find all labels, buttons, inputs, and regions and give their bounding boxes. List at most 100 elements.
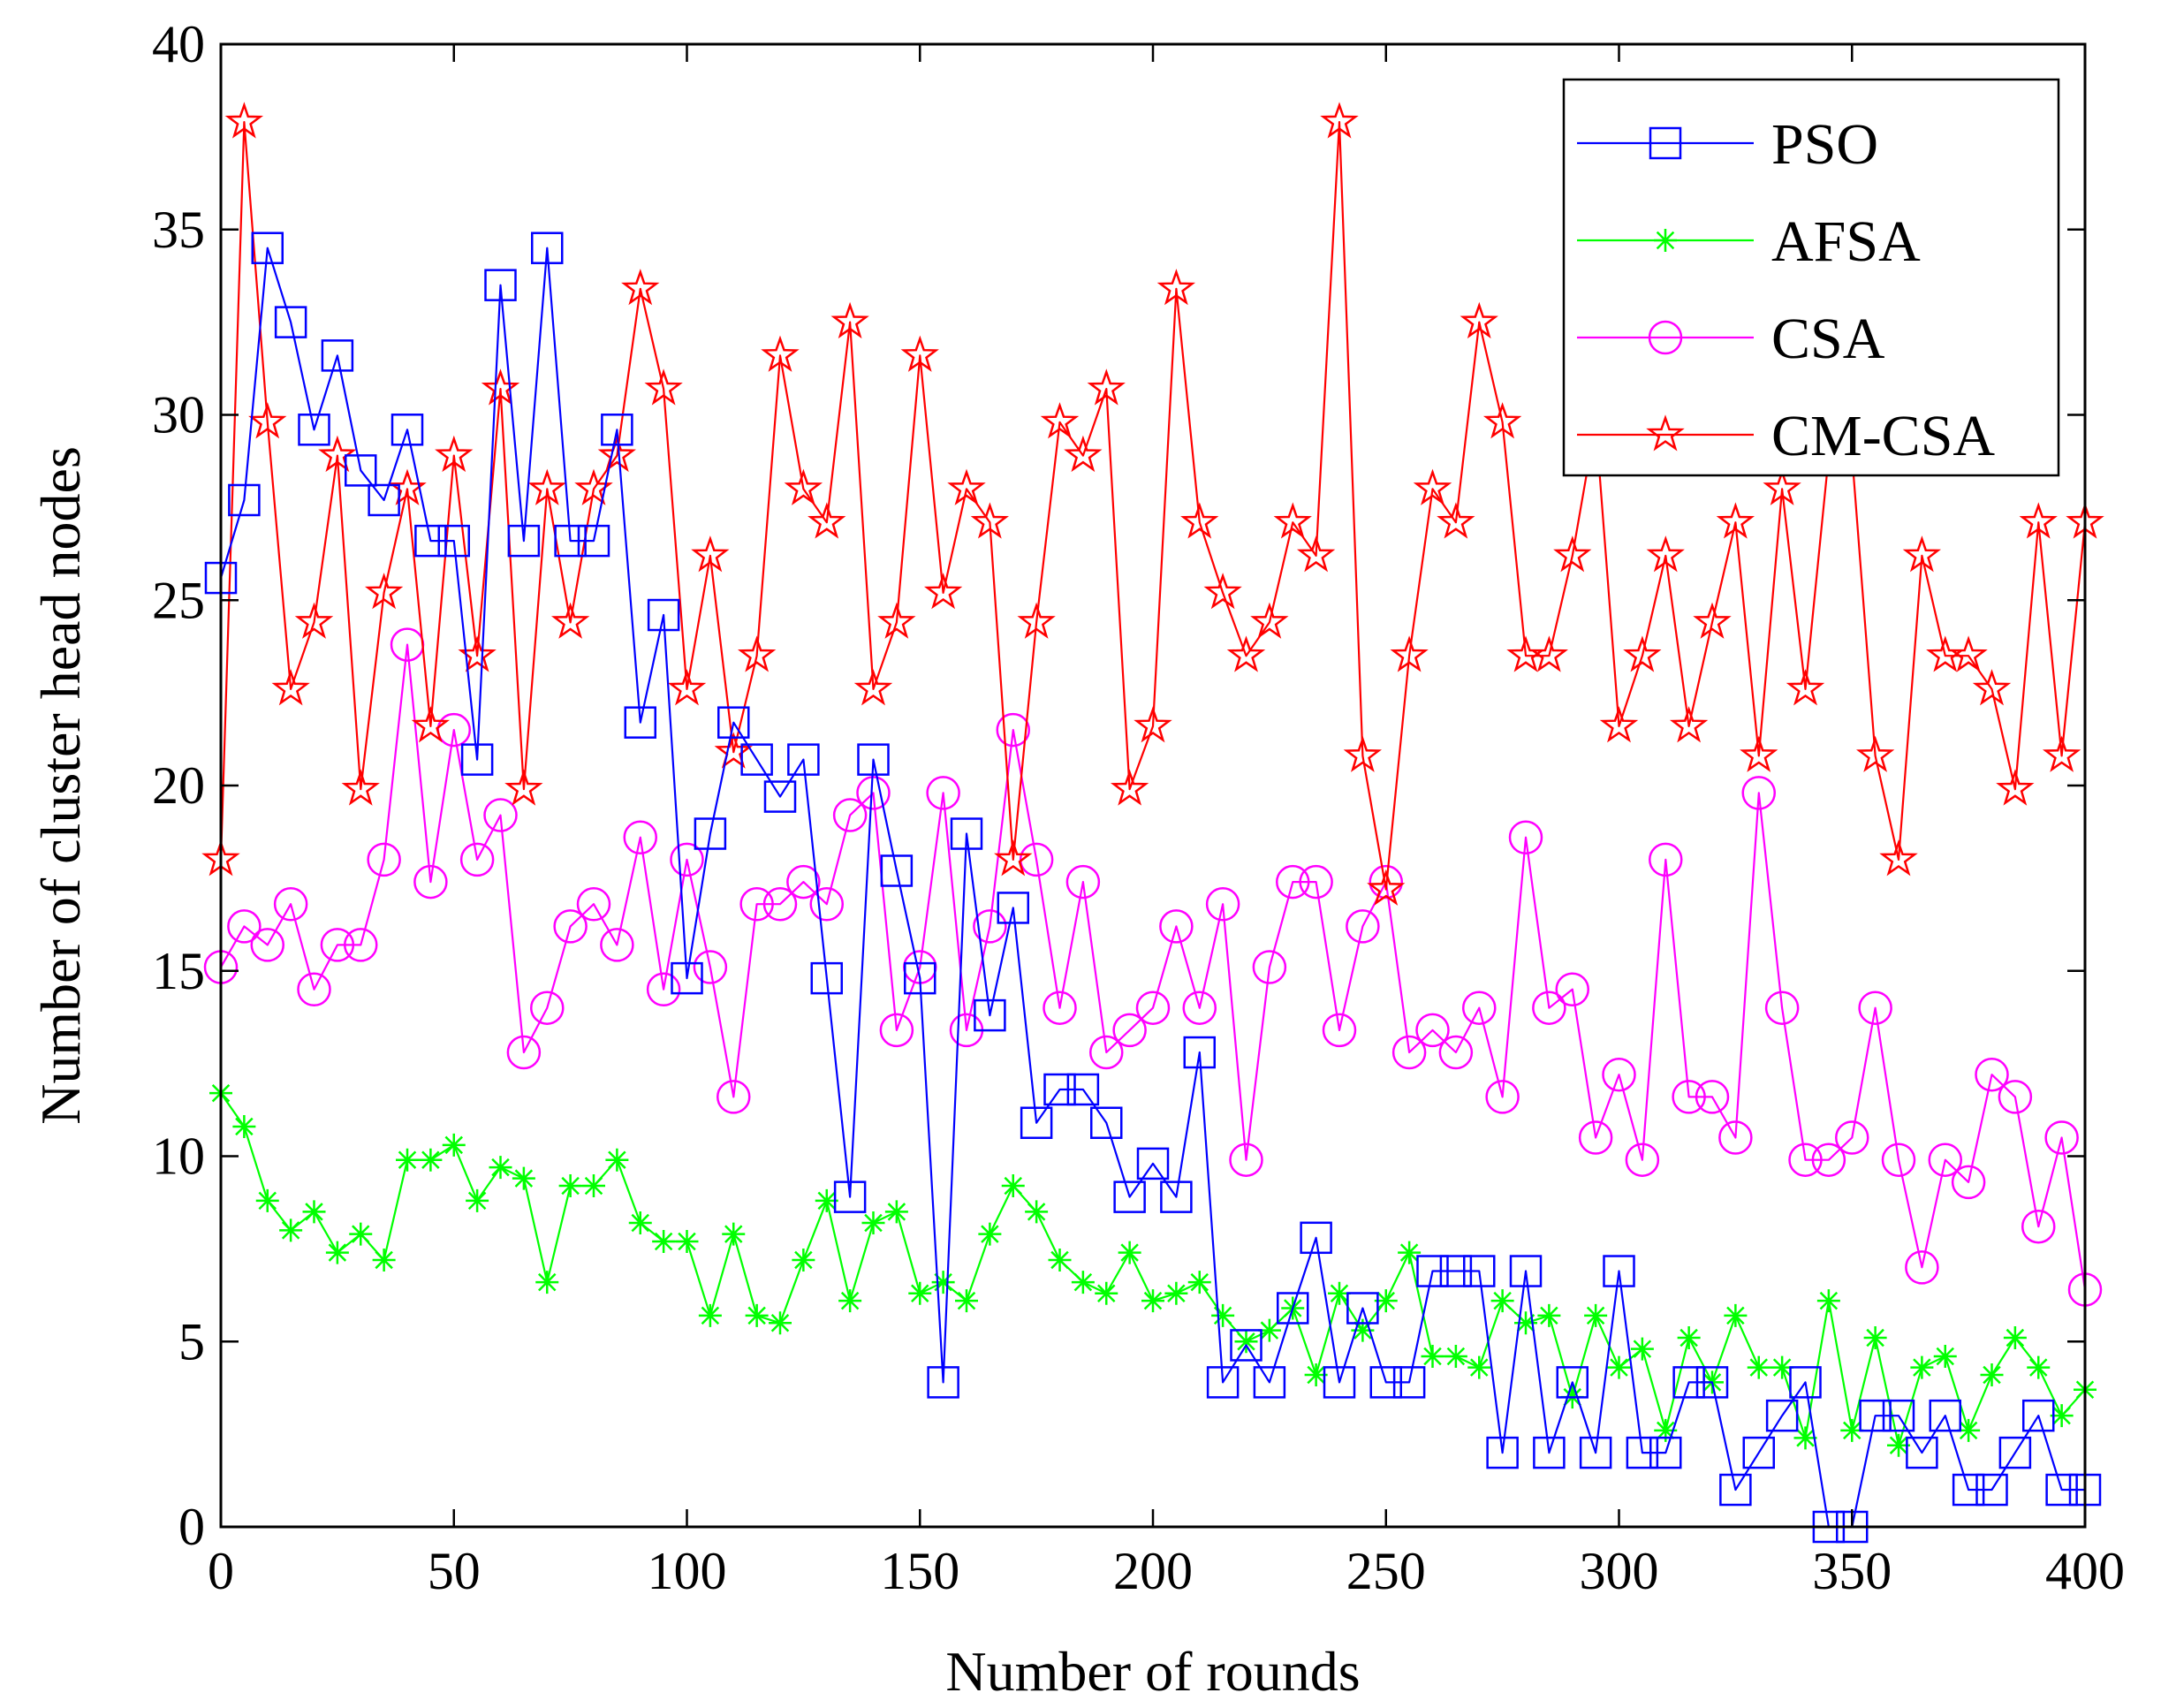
- data-point-afsa: [1328, 1281, 1351, 1305]
- data-point-csa: [1998, 1080, 2033, 1114]
- data-point-csa: [320, 928, 355, 962]
- data-point-afsa: [232, 1114, 256, 1138]
- data-point-afsa: [1793, 1426, 1817, 1450]
- data-point-csa: [1555, 972, 1589, 1006]
- data-point-csa: [1159, 909, 1194, 944]
- x-tick-label: 200: [1113, 1542, 1193, 1600]
- data-point-pso: [740, 743, 773, 776]
- data-point-afsa: [2027, 1355, 2051, 1379]
- y-tick-label: 0: [178, 1498, 205, 1556]
- data-point-csa: [717, 1080, 751, 1114]
- data-point-pso: [1090, 1106, 1123, 1139]
- series-line-cm-csa: [219, 121, 2087, 891]
- data-point-cm-csa: [1273, 502, 1312, 539]
- data-point-cm-csa: [1786, 669, 1825, 706]
- data-point-csa: [1578, 1120, 1613, 1155]
- data-point-afsa: [1816, 1289, 1840, 1313]
- data-point-cm-csa: [1087, 368, 1126, 406]
- data-point-afsa: [1887, 1433, 1910, 1457]
- legend-label: CM-CSA: [1771, 404, 1995, 468]
- data-point-pso: [974, 998, 1006, 1032]
- data-point-cm-csa: [947, 468, 986, 505]
- data-point-csa: [623, 820, 657, 854]
- series-line-pso: [219, 247, 2085, 1529]
- data-point-cm-csa: [1390, 635, 1429, 672]
- data-point-csa: [1928, 1142, 1962, 1177]
- data-point-cm-csa: [224, 102, 264, 139]
- data-point-pso: [717, 706, 750, 739]
- data-point-afsa: [1234, 1330, 1258, 1354]
- data-point-cm-csa: [1226, 635, 1266, 672]
- legend-item-afsa: AFSA: [1577, 209, 1921, 274]
- data-point-cm-csa: [1693, 602, 1732, 639]
- data-point-pso: [321, 339, 354, 372]
- x-tick-label: 250: [1346, 1542, 1426, 1600]
- data-point-pso: [1906, 1436, 1938, 1469]
- data-point-afsa: [1537, 1303, 1561, 1327]
- data-point-cm-csa: [1343, 735, 1383, 772]
- data-point-cm-csa: [853, 669, 893, 706]
- data-point-cm-csa: [1250, 602, 1289, 639]
- y-tick-label: 20: [152, 756, 205, 815]
- data-point-afsa: [1257, 1318, 1281, 1342]
- data-point-pso: [1952, 1473, 1985, 1507]
- data-point-afsa: [255, 1188, 279, 1212]
- data-point-afsa: [1164, 1281, 1188, 1305]
- data-point-cm-csa: [1855, 735, 1895, 772]
- data-point-csa: [1975, 1057, 2009, 1092]
- data-point-afsa: [1374, 1289, 1398, 1313]
- data-point-cm-csa: [784, 468, 823, 505]
- data-point-csa: [1252, 950, 1287, 984]
- x-tick-label: 100: [648, 1542, 727, 1600]
- y-tick-label: 5: [178, 1312, 205, 1370]
- data-point-csa: [1135, 991, 1171, 1025]
- data-point-csa: [483, 798, 518, 832]
- data-point-csa: [1881, 1142, 1916, 1177]
- data-point-cm-csa: [1972, 669, 2012, 706]
- data-point-pso: [763, 780, 797, 813]
- data-point-pso: [1672, 1366, 1705, 1399]
- data-point-afsa: [1724, 1303, 1748, 1327]
- data-point-csa: [1835, 1120, 1869, 1155]
- data-point-afsa: [1025, 1200, 1049, 1224]
- data-point-csa: [297, 972, 331, 1006]
- data-point-cm-csa: [1482, 402, 1522, 439]
- data-point-afsa: [325, 1241, 349, 1264]
- data-point-csa: [996, 712, 1030, 748]
- data-point-afsa: [1071, 1271, 1095, 1294]
- y-tick-label: 10: [152, 1127, 205, 1186]
- data-point-afsa: [1910, 1355, 1934, 1379]
- data-point-csa: [600, 928, 634, 962]
- data-point-pso: [1392, 1366, 1426, 1399]
- data-point-cm-csa: [550, 602, 590, 639]
- data-point-csa: [553, 909, 588, 944]
- data-point-cm-csa: [1460, 301, 1498, 339]
- data-point-csa: [1299, 864, 1333, 900]
- y-tick-label: 15: [152, 942, 205, 1000]
- data-point-pso: [577, 524, 610, 558]
- data-point-afsa: [279, 1218, 303, 1242]
- x-axis-title: Number of rounds: [945, 1640, 1360, 1703]
- data-point-cm-csa: [364, 573, 404, 610]
- data-point-pso: [1463, 1255, 1496, 1287]
- legend-item-pso: PSO: [1577, 112, 1878, 177]
- data-point-afsa: [1677, 1326, 1701, 1350]
- data-point-pso: [390, 414, 424, 446]
- data-point-pso: [1020, 1106, 1053, 1139]
- data-point-csa: [646, 972, 681, 1006]
- data-point-pso: [1533, 1436, 1566, 1469]
- data-point-pso: [1416, 1255, 1449, 1287]
- data-point-cm-csa: [294, 602, 334, 639]
- y-tick-label: 30: [152, 386, 205, 444]
- data-point-cm-csa: [1599, 706, 1639, 743]
- data-point-cm-csa: [714, 732, 753, 769]
- data-point-pso: [437, 524, 470, 558]
- legend-marker-cm-csa: [1646, 414, 1685, 452]
- data-point-cm-csa: [1296, 535, 1336, 573]
- x-tick-label: 0: [208, 1542, 234, 1600]
- data-point-pso: [1789, 1366, 1822, 1399]
- data-point-pso: [1859, 1399, 1892, 1432]
- data-point-afsa: [769, 1311, 792, 1335]
- data-point-csa: [1391, 1035, 1427, 1070]
- data-point-cm-csa: [1996, 769, 2035, 806]
